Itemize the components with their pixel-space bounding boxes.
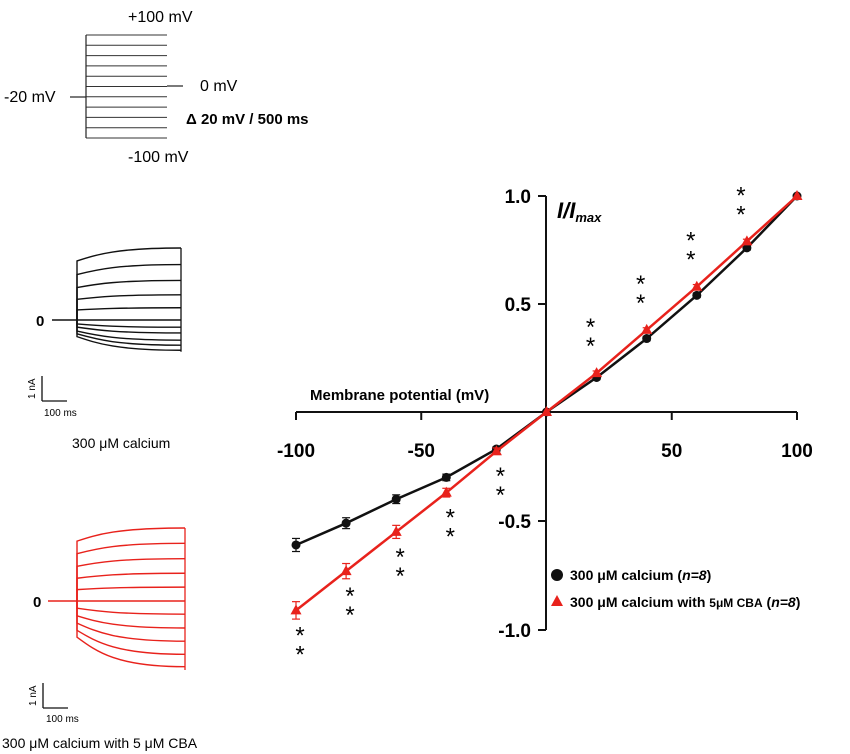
control-scale-y-label: 1 nA (27, 378, 38, 399)
significance-star: * (446, 524, 455, 551)
significance-star: * (686, 247, 695, 274)
protocol-step-label: Δ 20 mV / 500 ms (186, 111, 309, 128)
cba-trace-lines (76, 527, 186, 670)
data-point (391, 494, 401, 504)
protocol-step-lines (86, 34, 167, 139)
control-zero-label: 0 (36, 313, 44, 330)
protocol-top-label: +100 mV (128, 9, 193, 26)
y-tick-label: -1.0 (498, 621, 531, 642)
x-tick-label: 50 (661, 441, 682, 462)
significance-star: * (586, 314, 595, 341)
significance-star: * (345, 583, 354, 610)
x-ticks: -100 -50 50 100 (277, 412, 813, 462)
legend-label-cba: 300 μM calcium with 5μM CBA (n=8) (570, 594, 800, 610)
significance-star: * (496, 463, 505, 490)
current-trace (76, 320, 182, 328)
y-ticks: 1.0 0.5 -0.5 -1.0 (498, 187, 546, 642)
data-point (441, 472, 451, 482)
control-scale-x-label: 100 ms (44, 408, 77, 419)
significance-star: * (636, 271, 645, 298)
current-trace (76, 601, 186, 629)
data-point (742, 243, 752, 253)
current-trace (76, 601, 186, 642)
cba-zero-label: 0 (33, 594, 41, 611)
data-point (390, 525, 402, 536)
x-tick-label: -50 (408, 441, 435, 462)
current-trace (76, 601, 186, 615)
legend: 300 μM calcium (n=8) 300 μM calcium with… (551, 567, 800, 610)
current-trace (76, 307, 182, 320)
x-tick-label: 100 (781, 441, 813, 462)
legend-marker-control (551, 569, 563, 581)
significance-star: * (736, 182, 745, 209)
current-trace (76, 279, 182, 320)
y-axis-label: I/Imax (557, 198, 602, 225)
current-traces-control: 0 1 nA 100 ms 300 μM calcium (27, 247, 182, 451)
data-point (440, 486, 452, 497)
significance-star: * (396, 544, 405, 571)
current-trace (76, 320, 182, 351)
y-tick-label: -0.5 (498, 512, 531, 533)
current-trace (76, 320, 182, 334)
data-point (340, 565, 352, 576)
data-point (591, 367, 603, 378)
data-point (642, 334, 652, 344)
significance-star: * (686, 228, 695, 255)
current-trace (76, 263, 182, 320)
y-tick-label: 1.0 (505, 187, 531, 208)
cba-scale-x-label: 100 ms (46, 714, 79, 725)
data-point (541, 406, 552, 416)
current-trace (76, 320, 182, 346)
data-point (641, 323, 653, 334)
significance-star: * (636, 290, 645, 317)
y-tick-label: 0.5 (505, 295, 532, 316)
legend-label-control: 300 μM calcium (n=8) (570, 567, 711, 583)
voltage-protocol: +100 mV -20 mV 0 mV Δ 20 mV / 500 ms -10… (4, 9, 309, 166)
data-point (691, 280, 703, 291)
current-traces-cba: 0 1 nA 100 ms 300 μM calcium with 5 μM C… (2, 527, 198, 751)
protocol-right-label: 0 mV (200, 78, 238, 95)
significance-star: * (295, 622, 304, 649)
significance-star: * (295, 641, 304, 668)
protocol-bottom-label: -100 mV (128, 149, 189, 166)
current-trace (76, 572, 186, 601)
significance-star: * (496, 482, 505, 509)
data-point (741, 235, 753, 246)
significance-star: * (586, 333, 595, 360)
iv-chart: -100 -50 50 100 1.0 0.5 -0.5 -1.0 Membrane pot… (277, 182, 813, 668)
significance-star: * (736, 201, 745, 228)
significance-star: * (446, 505, 455, 532)
data-point (692, 290, 702, 300)
series-layer (290, 190, 803, 620)
significance-star: * (396, 563, 405, 590)
data-point (341, 518, 351, 528)
current-trace (76, 586, 186, 601)
cba-caption: 300 μM calcium with 5 μM CBA (2, 735, 198, 751)
current-trace (76, 601, 186, 668)
control-trace-lines (76, 247, 182, 352)
data-point (290, 604, 302, 615)
data-point (291, 540, 301, 550)
legend-marker-cba (551, 595, 563, 606)
protocol-left-label: -20 mV (4, 89, 56, 106)
data-point (490, 445, 502, 456)
current-trace (76, 320, 182, 341)
current-trace (76, 542, 186, 601)
x-axis-label: Membrane potential (mV) (310, 387, 489, 404)
current-trace (76, 527, 186, 601)
x-tick-label: -100 (277, 441, 315, 462)
significance-annotations: ****************** (295, 182, 745, 668)
current-trace (76, 557, 186, 601)
control-caption: 300 μM calcium (72, 435, 170, 451)
data-point (791, 190, 803, 200)
cba-scale-y-label: 1 nA (28, 685, 39, 706)
significance-star: * (345, 602, 354, 629)
current-trace (76, 601, 186, 655)
current-trace (76, 294, 182, 320)
current-trace (76, 247, 182, 320)
